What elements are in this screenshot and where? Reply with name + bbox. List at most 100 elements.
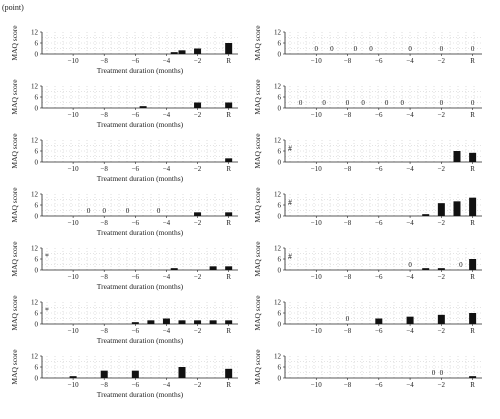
- panel-13-y-tick-label: 12: [31, 353, 39, 361]
- panel-7-y-tick-label: 12: [31, 191, 39, 199]
- panel-8-y-tick-label: 6: [278, 202, 282, 210]
- panel-10-y-tick-label: 6: [278, 256, 282, 264]
- panel-9-x-tick-label: −4: [163, 273, 171, 281]
- panel-7-x-tick-label: −2: [194, 219, 202, 227]
- panel-8-x-tick-label: −8: [344, 219, 352, 227]
- panel-4-zero-label: 0: [440, 99, 444, 107]
- panel-1-x-axis-label: Treatment duration (months): [97, 66, 184, 75]
- panel-1-bar: [170, 52, 178, 54]
- panel-4-y-axis-label: MAQ score: [253, 79, 262, 115]
- panel-14-y-axis-label: MAQ score: [253, 349, 262, 385]
- panel-2-zero-label: 0: [440, 45, 444, 53]
- panel-2-zero-label: 0: [315, 45, 319, 53]
- panel-12-x-tick-label: −8: [344, 327, 352, 335]
- unit-label: (point): [2, 3, 24, 12]
- panel-5-x-axis-label: Treatment duration (months): [97, 174, 184, 183]
- panel-6-x-tick-label: −10: [311, 165, 322, 173]
- panel-2-x-tick-label: −10: [311, 57, 322, 65]
- panel-12-y-tick-label: 6: [278, 310, 282, 318]
- panel-12-y-axis-label: MAQ score: [253, 295, 262, 331]
- panel-1-y-tick-label: 12: [31, 29, 39, 37]
- panel-14-x-tick-label: R: [470, 381, 475, 389]
- panel-4-y-tick-label: 12: [274, 83, 282, 91]
- panel-12-x-tick-label: −10: [311, 327, 322, 335]
- panel-9-bar: [225, 266, 233, 270]
- panel-3-x-axis-label: Treatment duration (months): [97, 120, 184, 129]
- panel-13-y-axis-label: MAQ score: [10, 349, 19, 385]
- panel-7-bar: [194, 212, 202, 216]
- panel-8-y-axis-label: MAQ score: [253, 187, 262, 223]
- panel-11-bar: [209, 320, 217, 324]
- panel-6-y-tick-label: 12: [274, 137, 282, 145]
- panel-4-x-tick-label: −4: [406, 111, 414, 119]
- panel-7-bar: [225, 212, 233, 216]
- panel-3-bar: [139, 106, 147, 108]
- panel-14-bar: [469, 376, 477, 378]
- panel-5-x-tick-label: R: [226, 165, 231, 173]
- panel-10-bar: [437, 268, 445, 270]
- panel-2-y-axis-label: MAQ score: [253, 25, 262, 61]
- panel-2-x-tick-label: −6: [375, 57, 383, 65]
- panel-8-x-tick-label: −4: [406, 219, 414, 227]
- panel-2-x-tick-label: R: [470, 57, 475, 65]
- panel-8-x-tick-label: −2: [438, 219, 446, 227]
- panel-7-zero-label: 0: [157, 207, 161, 215]
- panel-12-x-tick-label: −4: [406, 327, 414, 335]
- panel-14-x-tick-label: −4: [406, 381, 414, 389]
- panel-10-y-tick-label: 0: [278, 267, 282, 275]
- panel-4-x-tick-label: −6: [375, 111, 383, 119]
- panel-14-zero-label: 0: [440, 369, 444, 377]
- panel-10-zero-label: 0: [408, 261, 412, 269]
- panel-13-x-tick-label: −6: [132, 381, 140, 389]
- panel-10-x-tick-label: −2: [438, 273, 446, 281]
- panel-7-zero-label: 0: [102, 207, 106, 215]
- panel-2-zero-label: 0: [369, 45, 373, 53]
- panel-6-x-tick-label: R: [470, 165, 475, 173]
- panel-7-y-tick-label: 0: [35, 213, 39, 221]
- panel-7-x-tick-label: −10: [68, 219, 79, 227]
- panel-14-y-tick-label: 6: [278, 364, 282, 372]
- panel-4-zero-label: 0: [401, 99, 405, 107]
- panel-12-bar: [406, 316, 414, 324]
- panel-3-y-tick-label: 6: [35, 94, 39, 102]
- panel-8-bar: [422, 214, 430, 216]
- panel-14-x-tick-label: −10: [311, 381, 322, 389]
- panel-10-x-tick-label: −10: [311, 273, 322, 281]
- panel-5-y-tick-label: 6: [35, 148, 39, 156]
- panel-11-x-tick-label: −8: [100, 327, 108, 335]
- panel-6-x-tick-label: −8: [344, 165, 352, 173]
- panel-12-x-tick-label: R: [470, 327, 475, 335]
- panel-10-y-axis-label: MAQ score: [253, 241, 262, 277]
- panel-6-bar: [453, 151, 461, 162]
- panel-3-y-tick-label: 12: [31, 83, 39, 91]
- panel-2-y-tick-label: 6: [278, 40, 282, 48]
- panel-3-x-tick-label: R: [226, 111, 231, 119]
- panel-7-x-axis-label: Treatment duration (months): [97, 228, 184, 237]
- panel-5-x-tick-label: −6: [132, 165, 140, 173]
- panel-2-zero-label: 0: [471, 45, 475, 53]
- panel-4-y-tick-label: 0: [278, 105, 282, 113]
- panel-5-x-tick-label: −10: [68, 165, 79, 173]
- panel-12-y-tick-label: 0: [278, 321, 282, 329]
- panel-3-x-tick-label: −2: [194, 111, 202, 119]
- panel-8-y-tick-label: 12: [274, 191, 282, 199]
- panel-1-bar: [194, 48, 202, 54]
- panel-9-x-tick-label: −6: [132, 273, 140, 281]
- panel-6-x-tick-label: −6: [375, 165, 383, 173]
- panel-12-x-tick-label: −6: [375, 327, 383, 335]
- panel-3-x-tick-label: −8: [100, 111, 108, 119]
- panel-3-y-tick-label: 0: [35, 105, 39, 113]
- panel-2-y-tick-label: 0: [278, 51, 282, 59]
- panel-12-bar: [469, 313, 477, 324]
- panel-1-y-axis-label: MAQ score: [10, 25, 19, 61]
- panel-13-bar: [178, 367, 186, 378]
- panel-1-x-tick-label: −8: [100, 57, 108, 65]
- panel-9-bar: [170, 268, 178, 270]
- panel-8-bar: [469, 197, 477, 216]
- panel-9-y-tick-label: 6: [35, 256, 39, 264]
- panel-10-x-tick-label: −6: [375, 273, 383, 281]
- panel-4-zero-label: 0: [385, 99, 389, 107]
- panel-3-bar: [194, 102, 202, 108]
- panel-3-x-tick-label: −4: [163, 111, 171, 119]
